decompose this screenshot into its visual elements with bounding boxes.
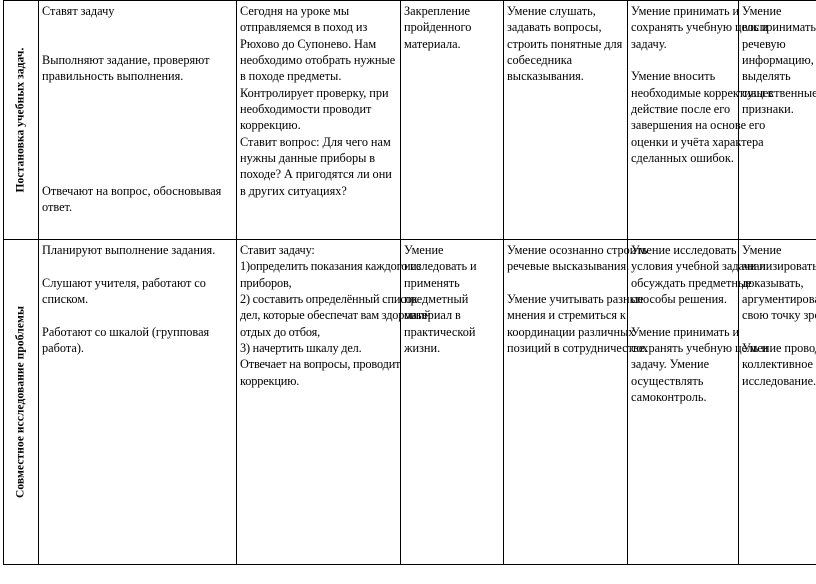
cell-pupil-activity: Планируют выполнение задания. Слушают уч… — [38, 239, 237, 565]
cell-regulative-uud: Умение принимать и сохранять учебную цел… — [627, 0, 773, 240]
cell-lesson-stage: Умение исследовать и применять предметны… — [400, 239, 504, 565]
cell-cognitive-uud: Умение анализировать, доказывать, аргуме… — [738, 239, 816, 565]
cell-lesson-stage: Закрепление пройденного материала. — [400, 0, 504, 240]
communicative-uud-text: Умение слушать, задавать вопросы, строит… — [507, 4, 623, 84]
row-stage-label-cell: Постановка учебных задач. — [3, 0, 39, 240]
row-stage-label: Совместное исследование проблемы — [14, 305, 27, 499]
regulative-uud-text: Умение принимать и сохранять учебную цел… — [631, 4, 774, 166]
lesson-analysis-table: Постановка учебных задач. Ставят задачу … — [3, 0, 816, 565]
row-stage-label-cell: Совместное исследование проблемы — [3, 239, 39, 565]
teacher-activity-text: Ставит задачу: 1)определить показания ка… — [240, 243, 431, 388]
cell-teacher-activity: Сегодня на уроке мы отправляемся в поход… — [236, 0, 401, 240]
cognitive-uud-text: Умение анализировать, доказывать, аргуме… — [742, 243, 816, 388]
pupil-activity-text: Планируют выполнение задания. Слушают уч… — [42, 243, 216, 356]
cell-communicative-uud: Умение осознанно строить речевые высказы… — [503, 239, 647, 565]
row-stage-label: Постановка учебных задач. — [14, 47, 27, 193]
regulative-uud-text: Умение исследовать условия учебной задач… — [631, 243, 769, 405]
cell-regulative-uud: Умение исследовать условия учебной задач… — [627, 239, 768, 565]
lesson-stage-text: Умение исследовать и применять предметны… — [404, 243, 477, 356]
cell-communicative-uud: Умение слушать, задавать вопросы, строит… — [503, 0, 628, 240]
table-row: Постановка учебных задач. Ставят задачу … — [3, 0, 816, 240]
teacher-activity-text: Сегодня на уроке мы отправляемся в поход… — [240, 4, 396, 198]
cell-teacher-activity: Ставит задачу: 1)определить показания ка… — [236, 239, 431, 565]
table-row: Совместное исследование проблемы Планиру… — [3, 239, 816, 565]
pupil-activity-text: Ставят задачу Выполняют задание, проверя… — [42, 4, 222, 215]
cognitive-uud-text: Умение воспринимать речевую информацию, … — [742, 4, 816, 117]
communicative-uud-text: Умение осознанно строить речевые высказы… — [507, 243, 648, 356]
cell-pupil-activity: Ставят задачу Выполняют задание, проверя… — [38, 0, 237, 240]
lesson-stage-text: Закрепление пройденного материала. — [404, 4, 472, 51]
